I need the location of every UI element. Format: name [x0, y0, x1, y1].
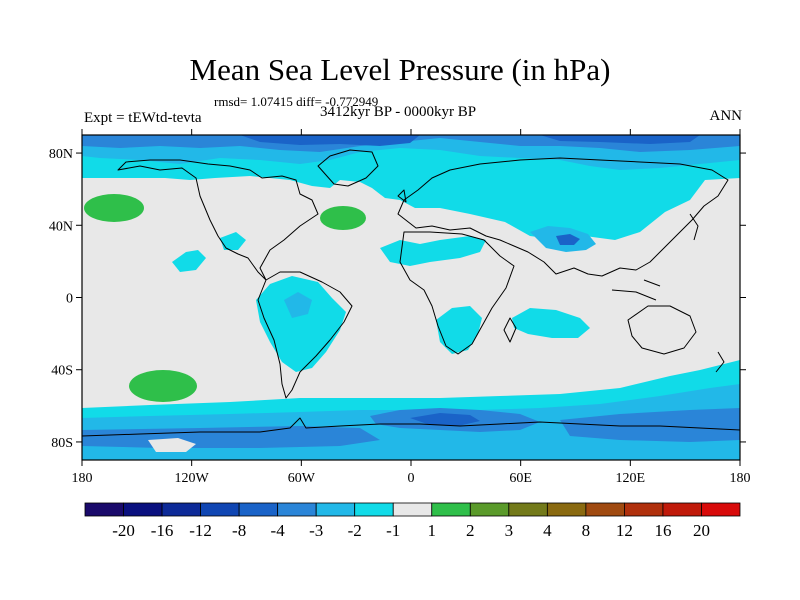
colorbar-swatch: [354, 502, 394, 517]
season-label: ANN: [709, 108, 743, 124]
south-pacific-positive-anomaly: [129, 370, 197, 402]
experiment-label: Expt = tEWtd-tevta: [84, 110, 202, 126]
colorbar-swatch: [585, 502, 625, 517]
lon-tick-label: 180: [730, 471, 751, 486]
lon-tick-label: 60W: [288, 471, 316, 486]
colorbar: -20 -16 -12 -8 -4 -3 -2 -1 1 2 3 4 8 12 16 20: [84, 502, 741, 540]
asia-anomaly-core: [556, 234, 580, 245]
coastlines: [82, 149, 740, 437]
colorbar-label: 8: [582, 521, 591, 540]
southern-africa-anomaly: [436, 306, 482, 354]
colorbar-swatch: [84, 502, 124, 517]
colorbar-swatch: [315, 502, 356, 517]
colorbar-swatch: [701, 502, 741, 517]
colorbar-swatch: [546, 502, 587, 517]
colorbar-label: 16: [654, 521, 671, 540]
colorbar-swatch: [238, 502, 279, 517]
antarctic-light-patch: [148, 438, 196, 452]
colorbar-swatch: [123, 502, 163, 517]
colorbar-label: 1: [428, 521, 437, 540]
indonesia-coastline: [611, 279, 661, 301]
lat-tick-label: 0: [66, 292, 73, 307]
north-atlantic-positive-anomaly: [320, 206, 366, 230]
colorbar-label: -16: [151, 521, 174, 540]
colorbar-swatch: [161, 502, 201, 517]
colorbar-label: -20: [112, 521, 135, 540]
stats-line: rmsd= 1.07415 diff= -0.772949: [214, 94, 379, 109]
indian-ocean-anomaly: [512, 308, 590, 338]
lon-tick-label: 180: [72, 471, 93, 486]
colorbar-swatch: [469, 502, 510, 517]
lon-tick-label: 120E: [616, 471, 646, 486]
colorbar-label: -12: [189, 521, 212, 540]
colorbar-swatch: [277, 502, 317, 517]
map-title: Mean Sea Level Pressure (in hPa): [189, 52, 611, 87]
lon-tick-label: 60E: [509, 471, 532, 486]
south-america-coastline: [257, 271, 353, 399]
colorbar-label: 4: [543, 521, 552, 540]
colorbar-label: 12: [616, 521, 633, 540]
colorbar-label: -3: [309, 521, 323, 540]
colorbar-label: 3: [505, 521, 514, 540]
north-america-coastline: [117, 159, 319, 281]
south-america-anomaly-core: [284, 292, 312, 318]
new-zealand-coastline: [715, 351, 725, 373]
mexico-anomaly: [172, 250, 206, 272]
antarctic-patch-east: [560, 408, 740, 442]
atlantic-tropical-anomaly: [380, 236, 486, 266]
latitude-axis: 80N 40N 0 40S 80S: [49, 147, 746, 451]
australia-coastline: [627, 305, 697, 355]
lon-tick-label: 120W: [175, 471, 210, 486]
colorbar-label: -4: [271, 521, 286, 540]
colorbar-swatch: [392, 502, 433, 517]
longitude-axis: 180 120W 60W 0 60E 120E 180: [72, 129, 751, 486]
arctic-anomaly-core: [240, 135, 700, 146]
lon-tick-label: 0: [408, 471, 415, 486]
period-label: 3412kyr BP - 0000kyr BP: [320, 104, 477, 120]
eurasia-coastline: [397, 157, 729, 277]
colorbar-label: 20: [693, 521, 710, 540]
greenland-coastline: [317, 149, 379, 187]
colorbar-swatch: [431, 502, 471, 517]
antarctica-coastline: [82, 417, 740, 437]
colorbar-swatch: [624, 502, 664, 517]
colorbar-swatch: [662, 502, 702, 517]
antarctic-anomaly-core: [410, 413, 480, 426]
antarctic-anomaly-band: [82, 426, 380, 448]
colorbar-label: -1: [386, 521, 400, 540]
lat-tick-label: 80N: [49, 147, 73, 162]
madagascar-coastline: [503, 317, 517, 343]
africa-coastline: [399, 231, 515, 355]
lat-tick-label: 40S: [51, 364, 73, 379]
colorbar-label: 2: [466, 521, 475, 540]
colorbar-label: -8: [232, 521, 246, 540]
british-isles-coastline: [397, 189, 407, 203]
lat-tick-label: 40N: [49, 219, 73, 234]
map-field: [82, 135, 740, 460]
japan-coastline: [689, 213, 699, 241]
colorbar-swatch: [200, 502, 240, 517]
colorbar-label: -2: [348, 521, 362, 540]
lat-tick-label: 80S: [51, 436, 73, 451]
central-america-anomaly: [220, 232, 246, 250]
colorbar-swatch: [508, 502, 548, 517]
north-pacific-positive-anomaly: [84, 194, 144, 222]
